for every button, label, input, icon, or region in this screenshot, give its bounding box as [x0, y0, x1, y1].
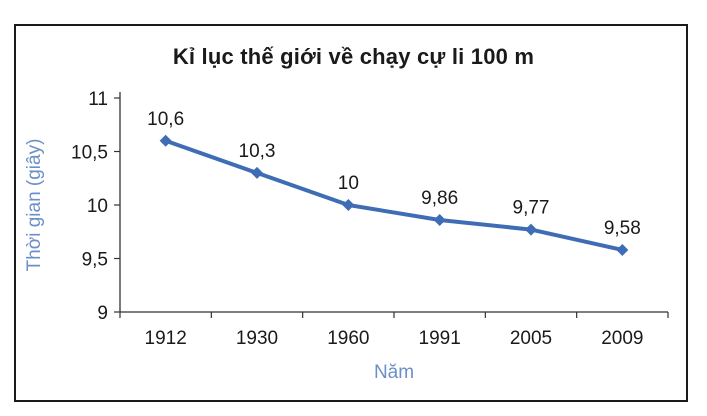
x-tick-label: 1930 — [236, 328, 278, 349]
series-line — [165, 138, 623, 252]
data-point-marker — [251, 166, 263, 179]
data-label: 9,58 — [604, 218, 641, 239]
data-point-marker — [433, 213, 446, 226]
x-axis-title: Năm — [374, 362, 414, 383]
data-label: 10,3 — [239, 141, 276, 162]
y-axis-ticks: 9 9,5 10 10,5 11 — [71, 89, 120, 324]
y-tick-label: 9,5 — [82, 250, 108, 271]
data-labels-group: 10,6 10,3 10 9,86 9,77 9,58 — [147, 109, 641, 239]
data-label: 10 — [338, 173, 359, 194]
data-label: 9,86 — [421, 188, 458, 209]
data-label: 9,77 — [513, 198, 550, 219]
y-tick-label: 10 — [87, 196, 108, 217]
data-label: 10,6 — [147, 109, 184, 130]
x-tick-label: 1991 — [419, 328, 461, 349]
chart-frame — [14, 24, 688, 402]
x-tick-label: 1912 — [145, 328, 187, 349]
x-tick-label: 2005 — [510, 328, 552, 349]
data-point-marker — [342, 199, 355, 211]
x-axis-ticks: 1912 1930 1960 1991 2005 2009 — [119, 312, 669, 349]
x-tick-label: 1960 — [327, 328, 369, 349]
series-line-group — [159, 134, 629, 256]
y-tick-label: 11 — [88, 89, 108, 110]
chart-title: Kỉ lục thế giới về chạy cự li 100 m — [172, 44, 535, 69]
data-point-marker — [525, 223, 537, 236]
y-tick-label: 10,5 — [71, 143, 108, 164]
data-point-marker — [159, 134, 172, 147]
y-tick-label: 9 — [97, 303, 108, 324]
data-point-marker — [616, 243, 629, 256]
x-tick-label: 2009 — [601, 328, 643, 349]
y-axis-title: Thời gian (giây) — [24, 139, 45, 272]
chart-axes — [119, 92, 668, 313]
